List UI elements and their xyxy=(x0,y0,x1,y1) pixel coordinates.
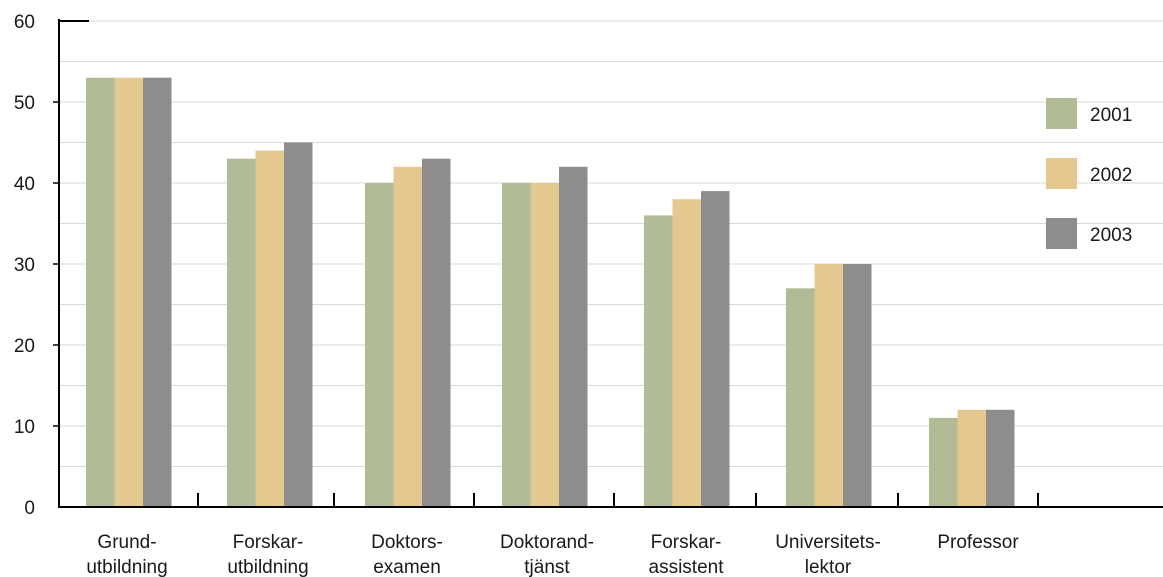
bar-2002-0 xyxy=(114,77,143,507)
x-category-label: examen xyxy=(373,557,441,577)
legend-swatch-2003 xyxy=(1046,218,1077,249)
bar-2003-0 xyxy=(143,77,172,507)
bar-2002-2 xyxy=(393,166,422,508)
x-category-labels: Grund-utbildning Forskar-utbildning Doktor… xyxy=(86,532,1019,577)
x-category-label: utbildning xyxy=(227,557,308,577)
y-tick-label: 20 xyxy=(14,336,35,357)
bar-2001-0 xyxy=(86,77,115,507)
x-category-label: Universitets- xyxy=(775,532,881,553)
y-tick-label: 0 xyxy=(24,498,35,519)
x-category-label: Grund- xyxy=(97,532,156,553)
x-category-label: Doktorand- xyxy=(500,532,594,553)
bar-2001-1 xyxy=(227,158,256,507)
x-category-label: Doktors- xyxy=(371,532,443,553)
y-tick-label: 60 xyxy=(14,12,35,33)
legend-swatch-2001 xyxy=(1046,98,1077,129)
bar-2002-1 xyxy=(255,150,284,507)
x-category-label: lektor xyxy=(805,557,852,577)
legend: 2001 2002 2003 xyxy=(1046,98,1132,249)
bar-2003-4 xyxy=(701,191,730,507)
axes xyxy=(53,19,1163,508)
bar-2002-3 xyxy=(530,183,559,507)
y-tick-label: 40 xyxy=(14,174,35,195)
y-tick-label: 10 xyxy=(14,417,35,438)
x-category-label: Forskar- xyxy=(233,532,304,553)
bar-2003-5 xyxy=(843,264,872,507)
legend-label-2003: 2003 xyxy=(1090,225,1132,246)
bar-2002-4 xyxy=(672,199,701,507)
bar-2002-5 xyxy=(814,264,843,507)
legend-label-2001: 2001 xyxy=(1090,105,1132,126)
bar-2003-2 xyxy=(422,158,451,507)
y-tick-label: 30 xyxy=(14,255,35,276)
bar-2003-6 xyxy=(986,409,1015,507)
legend-swatch-2002 xyxy=(1046,158,1077,189)
legend-label-2002: 2002 xyxy=(1090,165,1132,186)
bar-2001-3 xyxy=(502,183,531,507)
y-tick-label: 50 xyxy=(14,93,35,114)
gridlines xyxy=(59,20,1163,467)
x-category-label: assistent xyxy=(649,557,725,577)
y-tick-labels: 0 10 20 30 40 50 60 xyxy=(14,12,35,519)
x-category-label: Professor xyxy=(937,532,1019,553)
bar-2002-6 xyxy=(957,409,986,507)
x-category-label: utbildning xyxy=(86,557,167,577)
x-category-label: Forskar- xyxy=(651,532,722,553)
bar-2001-5 xyxy=(786,288,815,507)
bar-2001-2 xyxy=(365,183,394,507)
x-category-label: tjänst xyxy=(524,557,570,577)
bar-2001-6 xyxy=(929,417,958,507)
bar-2003-3 xyxy=(559,166,588,508)
bar-2003-1 xyxy=(284,142,313,507)
bar-2001-4 xyxy=(644,215,673,507)
bars xyxy=(86,77,1015,508)
